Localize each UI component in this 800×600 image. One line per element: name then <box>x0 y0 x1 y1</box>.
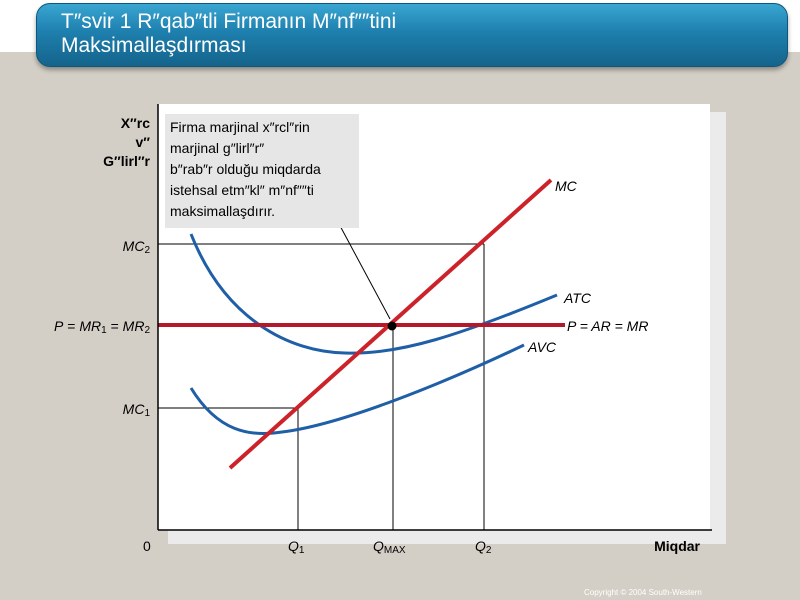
x-axis-label: Miqdar <box>654 538 700 554</box>
profit-max-point <box>387 321 397 331</box>
mc-curve-label: MC <box>555 178 578 194</box>
copyright-notice: Copyright © 2004 South-Western <box>584 588 702 597</box>
y-tick-price: P = MR1 = MR2 <box>54 318 150 336</box>
y-axis-label-line-2: v″ <box>136 134 151 150</box>
callout-line-3: b″rab″r olduğu miqdarda <box>170 161 321 177</box>
atc-curve-label: ATC <box>563 290 592 306</box>
callout-line-1: Firma marjinal x″rcl″rin <box>170 119 310 135</box>
callout-line-5: maksimallaşdırır. <box>170 203 276 219</box>
callout-pointer <box>337 221 391 320</box>
x-tick-q1: Q1 <box>288 538 305 556</box>
callout-line-4: istehsal etm″kl″ m″nf″″ti <box>170 182 314 198</box>
origin-label: 0 <box>143 538 151 554</box>
price-line-label: P = AR = MR <box>567 318 648 334</box>
y-tick-mc2: MC2 <box>123 238 151 256</box>
title-bar: T″svir 1 R″qab″tli Firmanın M″nf″″tini M… <box>36 3 788 67</box>
slide-title-line-2: Maksimallaşdırması <box>61 34 247 57</box>
callout-line-2: marjinal g″lirl″r″ <box>170 140 265 156</box>
callout-box: Firma marjinal x″rcl″rin marjinal g″lirl… <box>165 114 359 228</box>
y-tick-mc1: MC1 <box>123 401 151 419</box>
atc-curve <box>189 233 558 355</box>
avc-curve-label: AVC <box>527 339 557 355</box>
avc-curve <box>189 343 525 436</box>
x-tick-qmax: QMAX <box>373 538 406 556</box>
y-axis-label-line-3: G″lirl″r <box>103 153 150 169</box>
x-tick-q2: Q2 <box>475 538 492 556</box>
slide-title-line-1: T″svir 1 R″qab″tli Firmanın M″nf″″tini <box>61 10 397 33</box>
y-axis-label-line-1: X″rc <box>121 115 150 131</box>
